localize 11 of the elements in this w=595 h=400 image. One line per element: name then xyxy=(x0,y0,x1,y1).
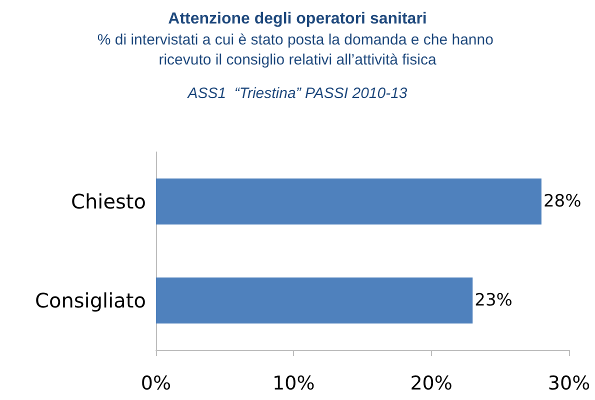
chart-subtitle: % di intervistati a cui è stato posta la domanda e che hanno ricevuto il consiglio relativi all’attività fisica xyxy=(97,32,498,68)
x-tick-label: 20% xyxy=(410,372,452,394)
text: ASS1 “Triestina” PASSI 2010-13 xyxy=(186,85,408,102)
x-tick-label: 30% xyxy=(548,372,590,394)
chart-title: Attenzione degli operatori sanitari xyxy=(168,10,427,28)
data-label: 28% xyxy=(543,192,582,212)
y-tick-label: Consigliato xyxy=(35,288,146,312)
y-tick-label: Chiesto xyxy=(71,190,146,214)
x-tick-label: 10% xyxy=(272,372,315,394)
x-tick-label: 0% xyxy=(140,372,172,394)
data-label: 23% xyxy=(474,290,512,310)
